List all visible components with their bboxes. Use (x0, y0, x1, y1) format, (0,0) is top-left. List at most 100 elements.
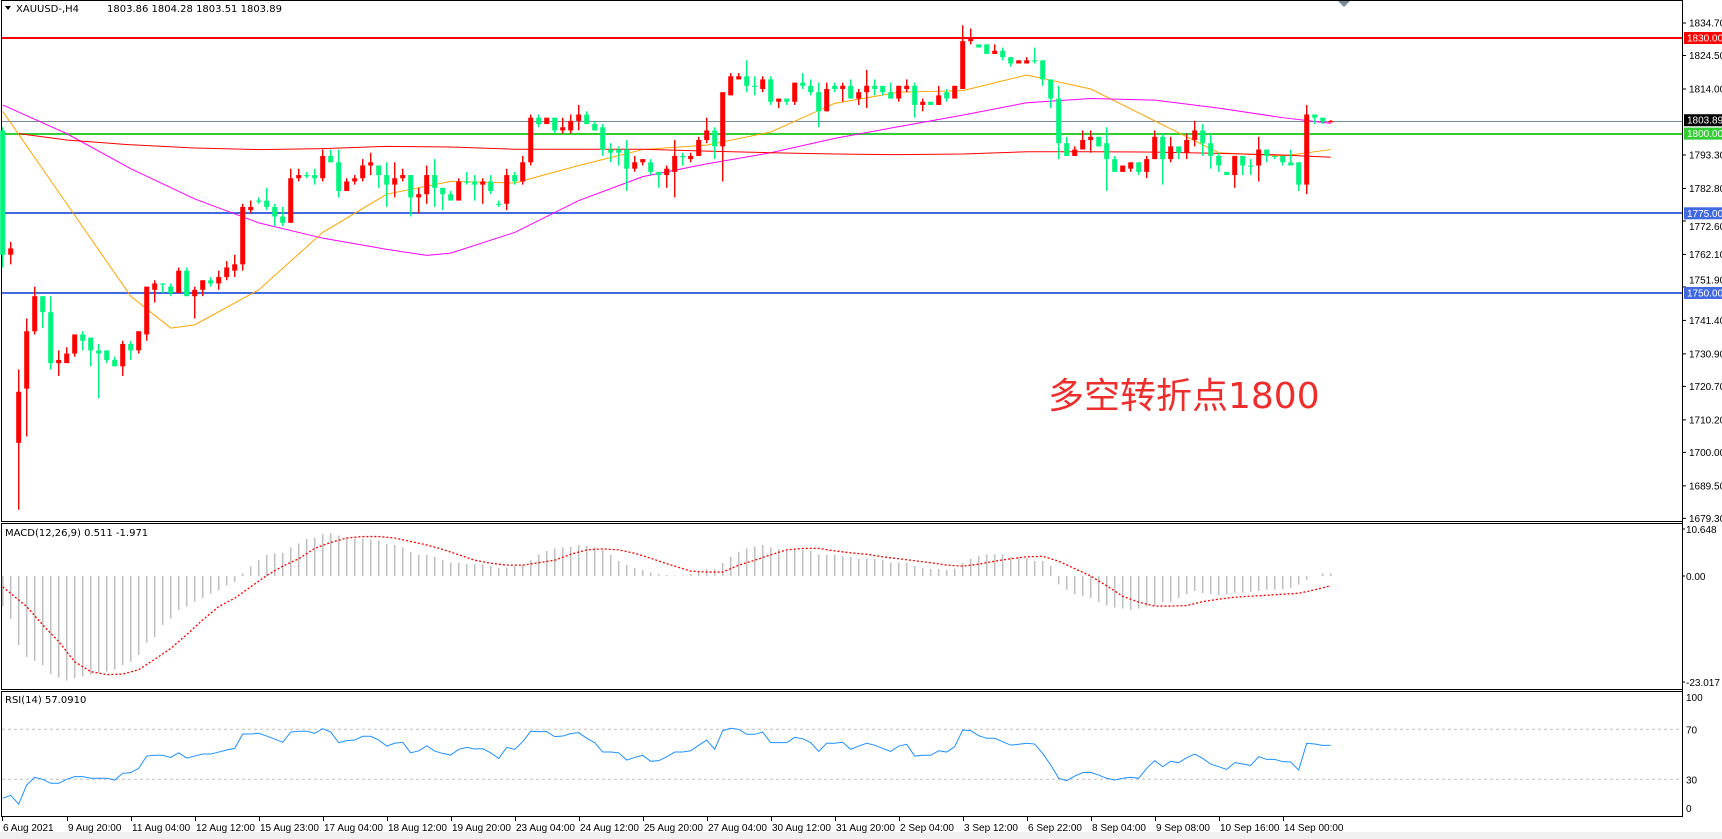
candle (1144, 155, 1150, 179)
candle-body (1128, 162, 1134, 169)
candle-body (1144, 159, 1150, 172)
candle (1192, 120, 1198, 147)
candle-body (320, 155, 326, 179)
candle (1080, 130, 1086, 150)
level-price-label-box (1684, 287, 1722, 299)
candle-body (688, 155, 694, 160)
time-tick-label: 18 Aug 12:00 (388, 823, 447, 834)
candle-body (192, 289, 198, 297)
candle (1248, 159, 1254, 176)
candle-body (1184, 140, 1190, 153)
candle-body (8, 248, 14, 255)
candle (336, 149, 342, 198)
candle (168, 283, 174, 297)
candle-body (648, 162, 654, 172)
candle-body (664, 168, 670, 176)
rsi-title: RSI(14) 57.0910 (5, 695, 86, 706)
candle-body (1168, 146, 1174, 160)
candle-body (912, 85, 918, 105)
candle-body (784, 98, 790, 102)
candle-body (256, 200, 262, 202)
candle (176, 267, 182, 293)
macd-pane[interactable] (1, 523, 1683, 690)
candle-body (928, 101, 934, 105)
level-price-label: 1750.00 (1687, 289, 1722, 300)
symbol-dropdown-icon[interactable] (5, 6, 11, 10)
main-price-pane[interactable] (1, 0, 1683, 522)
candle (536, 114, 542, 128)
candle (600, 124, 606, 156)
candle-body (408, 175, 414, 198)
candle-body (728, 76, 734, 96)
candle-body (864, 85, 870, 93)
candle (1112, 155, 1118, 172)
candle-body (752, 85, 758, 88)
candle (56, 350, 62, 376)
candle-body (904, 85, 910, 89)
candle-body (592, 124, 598, 131)
candle (1120, 165, 1126, 172)
time-tick-label: 6 Aug 2021 (3, 823, 54, 834)
chart-shift-marker-icon[interactable] (1338, 1, 1350, 7)
candle-body (240, 206, 246, 265)
candle (1176, 146, 1182, 160)
candle-body (416, 194, 422, 198)
candle-body (376, 165, 382, 176)
candle (352, 175, 358, 185)
candle-body (808, 85, 814, 93)
candle-body (112, 359, 118, 367)
candle (288, 168, 294, 223)
candle-body (552, 117, 558, 131)
candle (48, 296, 54, 370)
level-price-label-box (1684, 127, 1722, 140)
candle-body (304, 175, 310, 177)
candle (632, 155, 638, 172)
candle-body (1256, 149, 1262, 166)
candle (560, 117, 566, 134)
candle-body (496, 203, 502, 205)
candle (328, 149, 334, 163)
rsi-line (2, 727, 1331, 805)
moving-average-line (2, 98, 1331, 256)
candle (728, 73, 734, 96)
candle (32, 286, 38, 335)
candle (280, 206, 286, 227)
candle (648, 159, 654, 176)
rsi-pane[interactable] (1, 691, 1683, 817)
candle (760, 76, 766, 93)
time-tick-label: 24 Aug 12:00 (580, 823, 639, 834)
candle (640, 159, 646, 166)
candle-body (344, 181, 350, 191)
candle (1224, 171, 1230, 176)
candle-body (1088, 136, 1094, 140)
price-tick-label: 1741.40 (1689, 316, 1722, 327)
candle-body (456, 181, 462, 201)
candle-body (360, 165, 366, 179)
price-tick-label: 1814.00 (1689, 85, 1722, 96)
candle-body (40, 296, 46, 313)
candle-body (1056, 98, 1062, 144)
candle (944, 89, 950, 102)
candle (160, 283, 166, 293)
candle-body (1104, 143, 1110, 160)
price-tick-label: 1762.10 (1689, 250, 1722, 261)
candle-body (1288, 162, 1294, 166)
candle-body (672, 155, 678, 172)
candle-body (1264, 149, 1270, 156)
candle-body (968, 38, 974, 42)
candle (248, 200, 254, 214)
candle-body (1120, 165, 1126, 172)
candle-body (280, 216, 286, 223)
candle-body (712, 130, 718, 147)
candle (672, 140, 678, 198)
candle-body (16, 391, 22, 443)
candle-body (264, 200, 270, 207)
price-tick-label: 1689.50 (1689, 481, 1722, 492)
candle (552, 117, 558, 134)
candle-body (312, 175, 318, 179)
candle (720, 92, 726, 182)
candle (520, 155, 526, 185)
candle-body (368, 162, 374, 166)
candle (384, 162, 390, 207)
